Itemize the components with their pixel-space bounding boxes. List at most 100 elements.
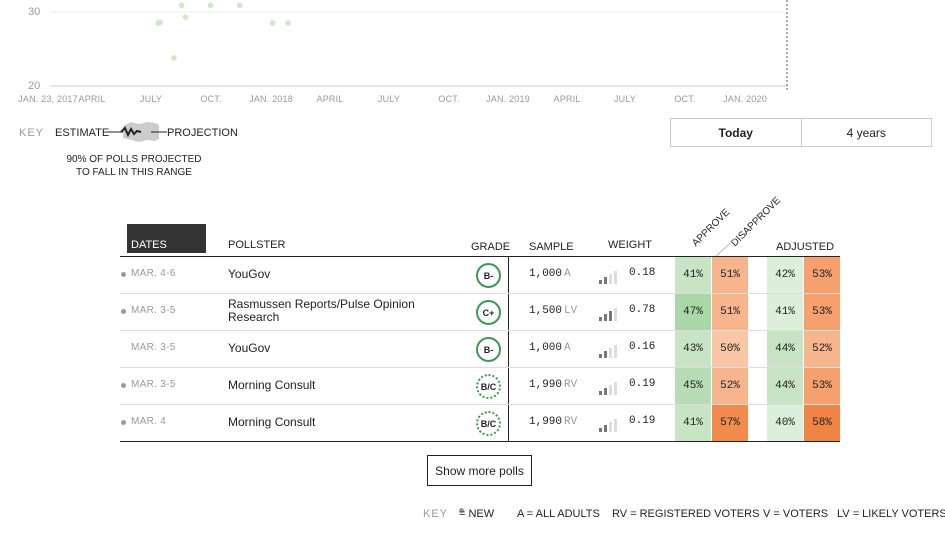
sample-header[interactable]: SAMPLE <box>529 241 574 253</box>
show-more-polls-button[interactable]: Show more polls <box>427 455 532 486</box>
weight-bars-icon <box>599 418 621 432</box>
poll-weight: 0.18 <box>629 267 656 279</box>
poll-point <box>157 19 164 26</box>
today-button[interactable]: Today <box>718 125 753 140</box>
legend-likely-voters: LV = LIKELY VOTERS <box>837 508 945 520</box>
weight-bar <box>599 280 602 284</box>
weight-bar <box>609 422 612 432</box>
column-divider <box>508 331 509 367</box>
sample-value: 1,990 <box>529 416 563 428</box>
new-poll-dot <box>121 272 126 277</box>
adjusted-disapprove-cell: 53% <box>804 294 840 330</box>
adjusted-approve-cell: 40% <box>767 405 803 441</box>
legend-key-label: KEY <box>423 508 449 520</box>
grade-header[interactable]: GRADE <box>471 241 511 253</box>
disapprove-cell: 52% <box>712 368 748 404</box>
adjusted-disapprove-cell: 53% <box>804 257 840 293</box>
x-tick-label: APRIL <box>316 94 344 104</box>
table-row[interactable]: MAR. 4-6 YouGov B- 1,000 A 0.18 41% 51% 4… <box>120 257 840 294</box>
weight-bars-icon <box>599 344 621 358</box>
pollster-name[interactable]: Rasmussen Reports/Pulse Opinion Research <box>228 297 415 324</box>
poll-dates: MAR. 3-5 <box>131 305 176 316</box>
poll-point <box>236 2 243 9</box>
weight-bar <box>599 354 602 358</box>
poll-dates: MAR. 4 <box>131 416 167 427</box>
approve-cell: 47% <box>675 294 711 330</box>
pollster-header[interactable]: POLLSTER <box>228 239 286 251</box>
adjusted-header[interactable]: ADJUSTED <box>776 241 835 253</box>
weight-bar <box>609 348 612 358</box>
weight-bar <box>614 345 617 358</box>
poll-weight: 0.16 <box>629 341 656 353</box>
weight-bar <box>609 274 612 284</box>
population-type: A <box>564 268 571 280</box>
x-tick-label: APRIL <box>78 94 106 104</box>
adjusted-disapprove-cell: 52% <box>804 331 840 367</box>
sample-size: 1,000 A <box>529 342 571 354</box>
new-poll-dot <box>121 420 126 425</box>
disapprove-cell: 51% <box>712 257 748 293</box>
table-header: DATES POLLSTER GRADE SAMPLE WEIGHT APPRO… <box>120 195 840 257</box>
pollster-name[interactable]: Morning Consult <box>228 378 316 392</box>
new-dot-icon <box>459 508 464 513</box>
pollster-name[interactable]: YouGov <box>228 341 271 355</box>
weight-bars-icon <box>599 381 621 395</box>
weight-bar <box>599 428 602 432</box>
table-row[interactable]: MAR. 3-5 YouGov B- 1,000 A 0.16 43% 50% 4… <box>120 331 840 368</box>
legend-registered-voters: RV = REGISTERED VOTERS <box>612 508 760 520</box>
column-divider <box>508 294 509 330</box>
weight-bar <box>604 425 607 432</box>
pollster-name[interactable]: YouGov <box>228 267 271 281</box>
dates-sort-tab[interactable]: DATES <box>127 224 206 253</box>
approve-cell: 43% <box>675 331 711 367</box>
poll-point <box>207 2 214 9</box>
weight-bar <box>599 317 602 321</box>
sample-value: 1,000 <box>529 268 563 280</box>
pollster-name[interactable]: Morning Consult <box>228 415 316 429</box>
weight-bar <box>609 385 612 395</box>
weight-bar <box>614 308 617 321</box>
four-years-button[interactable]: 4 years <box>800 119 932 146</box>
sample-size: 1,500 LV <box>529 305 577 317</box>
x-tick-label: JULY <box>139 94 163 104</box>
poll-point <box>178 2 185 9</box>
grade-badge: B/C <box>476 411 501 436</box>
x-tick-label: OCT. <box>438 94 460 104</box>
table-row[interactable]: MAR. 3-5 Rasmussen Reports/Pulse Opinion… <box>120 294 840 331</box>
grade-badge: C+ <box>476 300 501 325</box>
key-projection: PROJECTION <box>167 127 238 139</box>
table-body: MAR. 4-6 YouGov B- 1,000 A 0.18 41% 51% 4… <box>120 256 840 442</box>
table-row[interactable]: MAR. 4 Morning Consult B/C 1,990 RV 0.19 … <box>120 405 840 442</box>
adjusted-approve-cell: 42% <box>767 257 803 293</box>
poll-dates: MAR. 3-5 <box>131 379 176 390</box>
population-type: LV <box>564 305 578 317</box>
legend-new-text: = NEW <box>459 508 495 520</box>
poll-point <box>269 20 276 26</box>
sample-size: 1,990 RV <box>529 379 577 391</box>
column-divider <box>508 368 509 404</box>
x-tick-label: OCT. <box>674 94 696 104</box>
key-label: KEY <box>19 127 45 139</box>
key-note: 90% OF POLLS PROJECTED TO FALL IN THIS R… <box>59 153 209 179</box>
poll-weight: 0.19 <box>629 378 656 390</box>
population-type: RV <box>564 416 578 428</box>
weight-bar <box>609 311 612 321</box>
x-tick-label: OCT. <box>200 94 222 104</box>
legend-all-adults: A = ALL ADULTS <box>517 508 600 520</box>
disapprove-cell: 51% <box>712 294 748 330</box>
poll-weight: 0.19 <box>629 415 656 427</box>
sample-size: 1,990 RV <box>529 416 577 428</box>
poll-point <box>171 55 177 61</box>
weight-header[interactable]: WEIGHT <box>608 239 652 251</box>
y-tick-label: 20 <box>28 80 41 92</box>
approve-cell: 41% <box>675 257 711 293</box>
sample-size: 1,000 A <box>529 268 571 280</box>
sample-value: 1,500 <box>529 305 563 317</box>
x-tick-label: JAN. 2020 <box>723 94 767 104</box>
weight-bar <box>604 314 607 321</box>
table-row[interactable]: MAR. 3-5 Morning Consult B/C 1,990 RV 0.1… <box>120 368 840 405</box>
adjusted-disapprove-cell: 53% <box>804 368 840 404</box>
weight-bar <box>604 277 607 284</box>
adjusted-approve-cell: 44% <box>767 368 803 404</box>
column-divider <box>508 257 509 293</box>
